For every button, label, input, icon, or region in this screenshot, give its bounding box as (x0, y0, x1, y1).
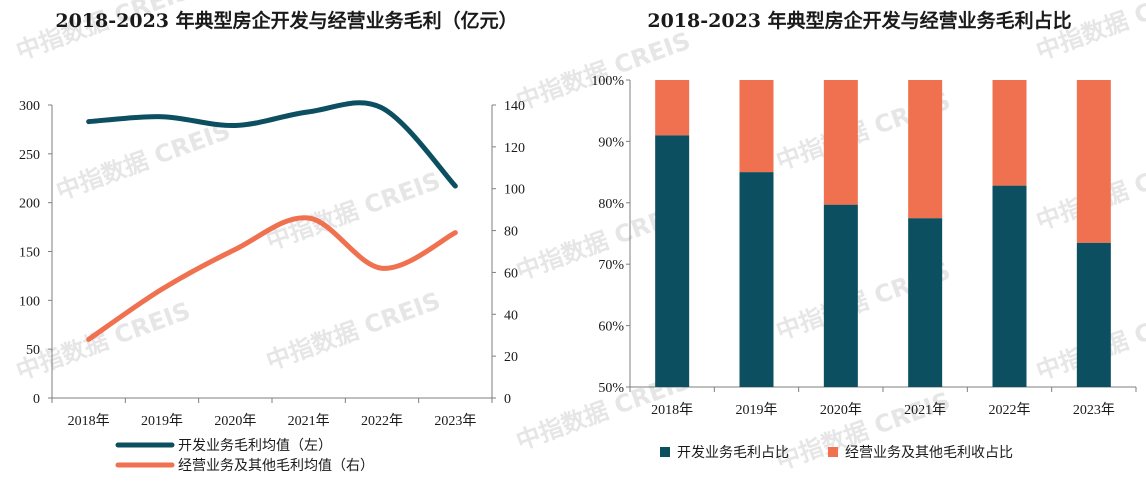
bar-operating-share (739, 80, 774, 173)
left-tick-label: 250 (19, 148, 40, 163)
development-margin-line (86, 100, 458, 189)
legend-swatch (828, 447, 838, 457)
line-chart: 0 50 100 150 200 250 300 0 20 40 60 80 100 120 140 2018… (19, 99, 525, 474)
left-tick-label: 300 (19, 99, 40, 114)
x-tick-label: 2020年 (820, 402, 862, 418)
bar-chart-panel: 2018-2023 年典型房企开发与经营业务毛利占比 50% 60% 70% 80% 9… (573, 0, 1146, 482)
right-tick-label: 40 (504, 308, 518, 323)
bar-development-share (739, 172, 774, 387)
right-tick-label: 20 (504, 350, 518, 365)
left-tick-label: 200 (19, 197, 40, 212)
x-tick-label: 2021年 (288, 413, 330, 429)
right-tick-label: 80 (504, 225, 518, 240)
bar-development-share (908, 218, 943, 387)
bar-development-share (823, 204, 858, 387)
left-tick-label: 150 (19, 246, 40, 261)
x-tick-label: 2023年 (1073, 402, 1115, 418)
x-tick-label: 2018年 (651, 402, 693, 418)
bar-development-share (1076, 242, 1111, 387)
bar-development-share (655, 135, 690, 387)
bar-chart: 50% 60% 70% 80% 90% 100% 2018年 2019年 2020年 2021年 2… (591, 74, 1137, 461)
right-tick-label: 100 (504, 183, 525, 198)
x-tick-label: 2020年 (214, 413, 256, 429)
y-tick-label: 70% (598, 258, 624, 273)
bar-operating-share (1076, 80, 1111, 243)
y-tick-label: 80% (598, 197, 624, 212)
legend-label: 经营业务及其他毛利收占比 (845, 445, 1013, 461)
right-tick-label: 140 (504, 99, 525, 114)
y-tick-label: 60% (598, 320, 624, 335)
x-tick-label: 2018年 (68, 413, 110, 429)
legend-swatch (660, 447, 670, 457)
right-tick-label: 120 (504, 141, 525, 156)
operating-margin-line (86, 215, 458, 342)
x-tick-label: 2019年 (141, 413, 183, 429)
y-tick-label: 100% (591, 74, 624, 89)
x-tick-label: 2019年 (736, 402, 778, 418)
line-chart-title: 2018-2023 年典型房企开发与经营业务毛利（亿元） (55, 10, 518, 32)
y-tick-label: 90% (598, 135, 624, 150)
line-chart-panel: 2018-2023 年典型房企开发与经营业务毛利（亿元） 0 50 100 150 20… (19, 10, 525, 474)
legend-label: 开发业务毛利占比 (677, 445, 789, 461)
left-tick-label: 50 (26, 343, 40, 358)
bar-operating-share (823, 80, 858, 205)
y-tick-label: 50% (598, 381, 624, 396)
bar-development-share (992, 185, 1027, 387)
right-tick-label: 60 (504, 266, 518, 281)
legend-label: 经营业务及其他毛利均值（右） (178, 458, 374, 474)
left-tick-label: 0 (33, 392, 40, 407)
bar-operating-share (655, 80, 690, 136)
x-tick-label: 2021年 (904, 402, 946, 418)
x-tick-label: 2022年 (989, 402, 1031, 418)
x-tick-label: 2023年 (434, 413, 476, 429)
bar-operating-share (908, 80, 943, 219)
bar-operating-share (992, 80, 1027, 186)
right-tick-label: 0 (504, 392, 511, 407)
legend-label: 开发业务毛利均值（左） (178, 438, 332, 454)
x-tick-label: 2022年 (361, 413, 403, 429)
bar-chart-title: 2018-2023 年典型房企开发与经营业务毛利占比 (647, 10, 1072, 32)
left-tick-label: 100 (19, 294, 40, 309)
